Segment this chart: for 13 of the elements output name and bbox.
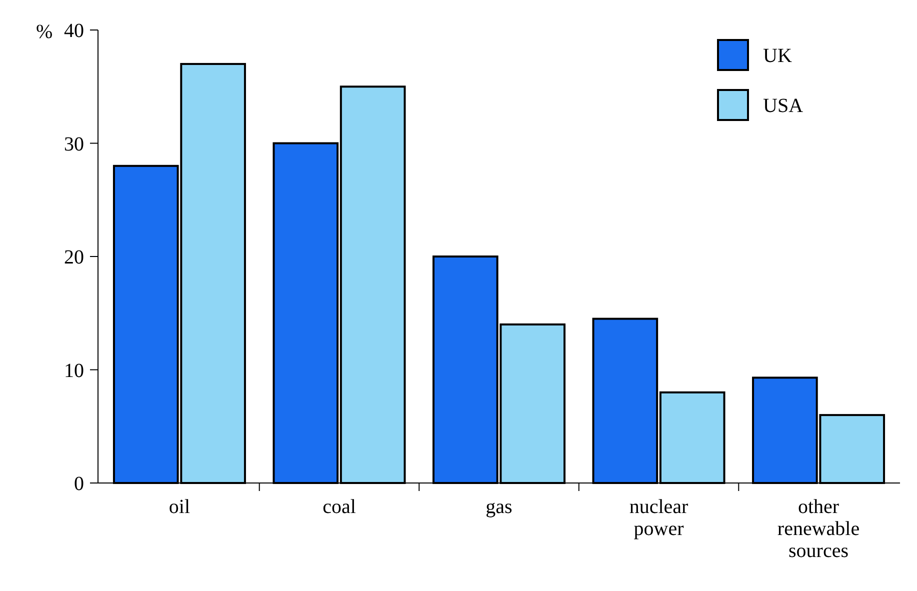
legend-label: USA [763, 95, 804, 117]
y-tick-label: 0 [74, 473, 84, 495]
x-tick-label: gas [486, 496, 513, 518]
x-tick-label: nuclear power [629, 496, 689, 540]
x-tick-label: oil [168, 496, 190, 518]
legend-label: UK [763, 45, 792, 67]
y-axis-title: % [36, 21, 53, 43]
y-tick-label: 30 [64, 133, 84, 156]
x-tick-label: coal [322, 496, 356, 518]
y-tick-label: 40 [64, 20, 84, 42]
x-tick-label: other renewable sources [777, 496, 860, 562]
y-tick-label: 10 [64, 360, 84, 382]
y-tick-label: 20 [64, 246, 84, 268]
